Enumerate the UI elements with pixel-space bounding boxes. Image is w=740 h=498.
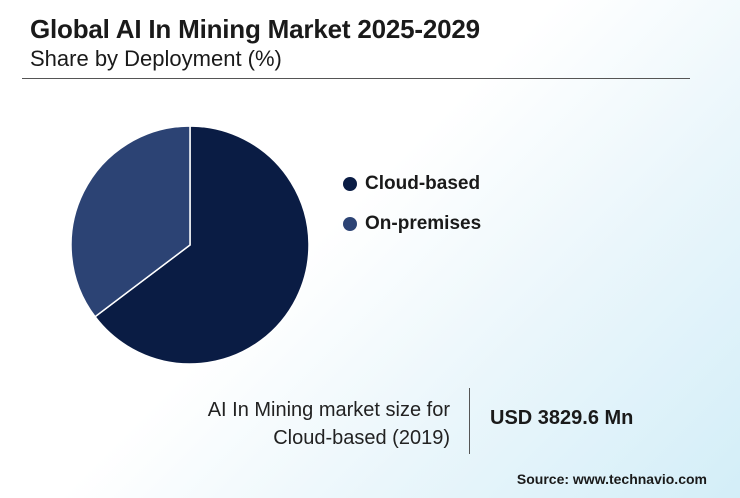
legend-label-cloud-based: Cloud-based: [365, 173, 481, 194]
chart-title: Global AI In Mining Market 2025-2029: [30, 14, 480, 44]
market-size-label: AI In Mining market size for Cloud-based…: [208, 396, 450, 452]
legend-item-on-premises: On-premises: [343, 212, 481, 236]
header-divider: [22, 78, 690, 79]
pie-slice-on-premises: [70, 125, 191, 318]
market-size-label-line1: AI In Mining market size for: [207, 399, 450, 421]
legend-marker-cloud-based: [343, 177, 357, 191]
chart-legend: Cloud-based On-premises: [343, 172, 481, 252]
source-note: Source: www.technavio.com: [516, 471, 707, 487]
pie-slice-cloud-based: [94, 125, 310, 365]
market-size-label-line2: Cloud-based (2019): [273, 427, 450, 449]
legend-item-cloud-based: Cloud-based: [343, 172, 481, 196]
chart-subtitle: Share by Deployment (%): [30, 46, 282, 71]
pie-chart: [70, 125, 310, 365]
market-size-value: USD 3829.6 Mn: [490, 407, 634, 429]
legend-marker-on-premises: [343, 217, 357, 231]
legend-label-on-premises: On-premises: [365, 213, 482, 234]
stat-divider: [469, 388, 470, 454]
